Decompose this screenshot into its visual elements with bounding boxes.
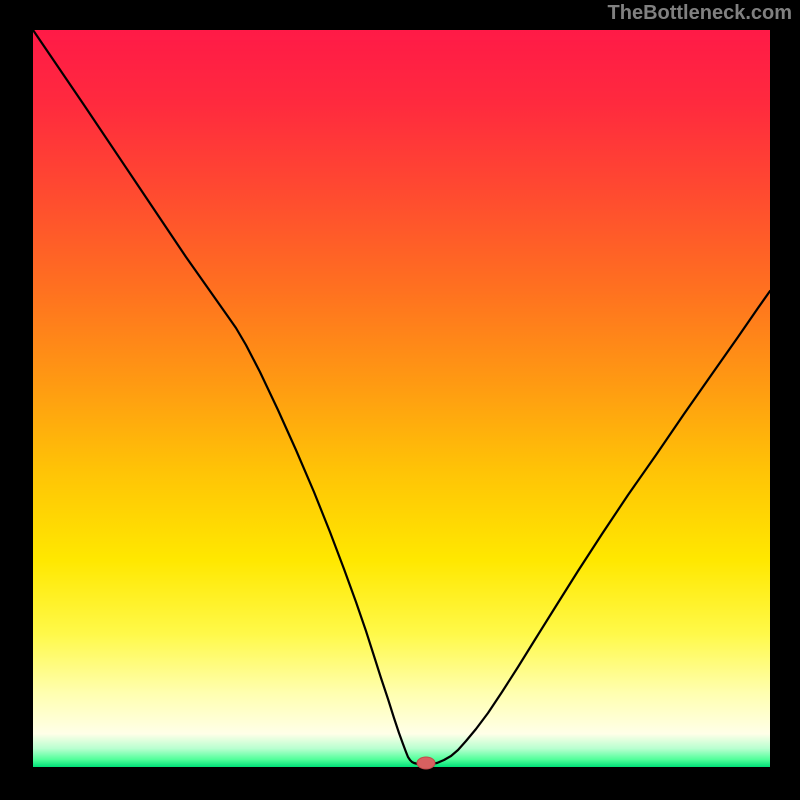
plot-background [33, 30, 770, 767]
bottleneck-chart [0, 0, 800, 800]
watermark-text: TheBottleneck.com [608, 2, 792, 25]
chart-container: TheBottleneck.com [0, 0, 800, 800]
optimum-marker [417, 757, 435, 769]
